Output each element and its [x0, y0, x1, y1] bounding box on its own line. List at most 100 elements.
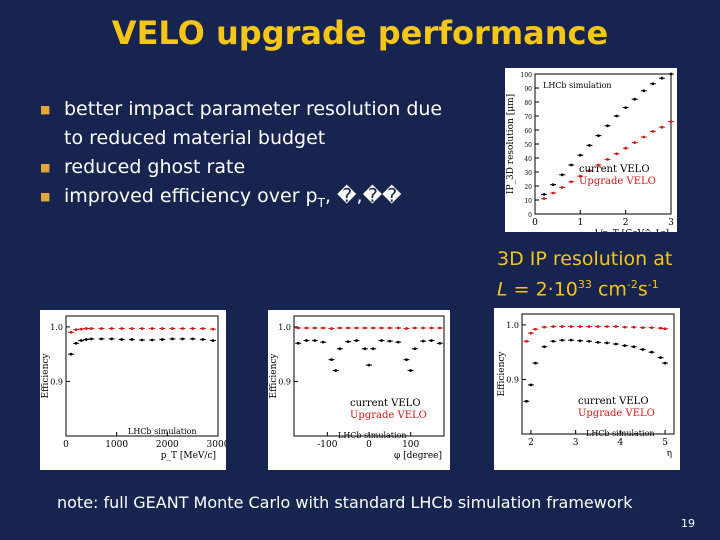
data-point [551, 339, 555, 343]
data-point [642, 135, 646, 139]
y-tick-label: 60 [524, 128, 532, 135]
legend-upgrade: Upgrade VELO [579, 176, 656, 187]
data-point [110, 327, 113, 330]
y-tick-label: 1.0 [278, 323, 291, 332]
data-point [660, 76, 664, 80]
data-point [211, 327, 215, 331]
data-point [191, 337, 195, 341]
data-point [606, 124, 609, 128]
data-point [569, 325, 573, 328]
efficiency-vs-eta-plot: 2 3 4 5 0.9 1.0 η Efficiency current VELOUpgrade… [497, 313, 675, 459]
data-point [438, 341, 442, 345]
data-point [651, 82, 655, 86]
legend-current: current VELO [579, 164, 650, 175]
square-bullet-icon: ■ [40, 161, 51, 174]
data-point [130, 327, 134, 330]
y-tick-label: 1.0 [506, 321, 519, 330]
x-tick-label: 3 [668, 218, 674, 228]
data-point [659, 326, 662, 330]
data-point [181, 337, 184, 341]
data-point [614, 342, 618, 346]
bullet-item: ■ improved efficiency over pT, �,�� [40, 182, 460, 218]
legend-current: current VELO [350, 398, 421, 409]
data-point [669, 120, 673, 123]
data-point [529, 383, 533, 387]
data-point [597, 163, 600, 167]
data-point [296, 341, 300, 345]
y-axis-label: Efficiency [41, 353, 51, 399]
data-point [160, 338, 164, 341]
data-point [413, 326, 417, 330]
data-point [529, 331, 533, 335]
data-point [632, 325, 636, 329]
x-tick-label: 4 [617, 438, 623, 448]
data-point [100, 327, 103, 330]
data-point [650, 326, 654, 330]
ip-resolution-caption: 3D IP resolution at L = 2·1033 cm-2s-1 [497, 246, 672, 302]
data-point [405, 358, 408, 362]
x-axis-label: p_T [MeV/c] [161, 451, 216, 461]
data-point [346, 340, 350, 344]
square-bullet-icon: ■ [40, 190, 51, 203]
data-point [305, 326, 308, 330]
y-tick-label: 90 [524, 86, 532, 93]
data-point [79, 327, 83, 331]
data-point [363, 347, 367, 351]
data-point [355, 326, 358, 330]
data-point [396, 326, 400, 330]
data-point [430, 339, 433, 342]
data-point [542, 345, 546, 349]
data-point [651, 130, 655, 133]
data-point [669, 72, 673, 76]
caption-line-2: L = 2·1033 cm-2s-1 [497, 278, 659, 301]
data-point [578, 153, 582, 157]
data-point [89, 337, 93, 341]
data-point [79, 339, 83, 342]
data-point [632, 345, 636, 349]
data-point [614, 325, 618, 328]
data-point [388, 326, 392, 330]
bullet-item: ■ better impact parameter resolution due … [40, 95, 460, 153]
y-tick-label: 100 [521, 72, 533, 79]
data-point [334, 369, 338, 372]
legend-upgrade: Upgrade VELO [350, 410, 427, 421]
data-point [560, 186, 564, 189]
data-point [642, 89, 646, 93]
data-point [120, 338, 124, 341]
square-bullet-icon: ■ [40, 103, 51, 116]
data-point [150, 338, 154, 342]
x-tick-label: 5 [662, 438, 668, 448]
bullet-list: ■ better impact parameter resolution due … [40, 95, 460, 218]
data-point [438, 326, 442, 330]
data-point [641, 348, 645, 351]
data-point [660, 125, 664, 129]
ip-resolution-chart: 012301020304050607080901001/p_T [GeV^-1c… [505, 68, 677, 239]
data-point [120, 327, 124, 330]
data-point [150, 327, 154, 330]
plot-frame [521, 313, 675, 435]
footnote: note: full GEANT Monte Carlo with standa… [57, 493, 633, 512]
data-point [388, 339, 392, 343]
data-point [191, 327, 195, 330]
legend-upgrade: Upgrade VELO [578, 408, 655, 419]
data-point [330, 358, 333, 362]
data-point [355, 339, 358, 342]
data-point [560, 338, 564, 342]
slide-title: VELO upgrade performance [111, 14, 609, 52]
y-tick-label: 0.9 [278, 377, 291, 386]
data-point [663, 327, 667, 331]
data-point [84, 327, 88, 330]
data-point [338, 326, 342, 330]
data-point [321, 326, 325, 330]
caption-line-1: 3D IP resolution at [497, 248, 673, 270]
y-tick-label: 40 [524, 156, 532, 163]
data-point [409, 369, 413, 372]
data-point [371, 326, 375, 330]
data-point [405, 327, 408, 330]
data-point [578, 325, 582, 328]
x-tick-label: 1000 [105, 440, 128, 450]
ip-resolution-plot: 012301020304050607080901001/p_T [GeV^-1c… [506, 72, 674, 239]
data-point [330, 327, 333, 330]
